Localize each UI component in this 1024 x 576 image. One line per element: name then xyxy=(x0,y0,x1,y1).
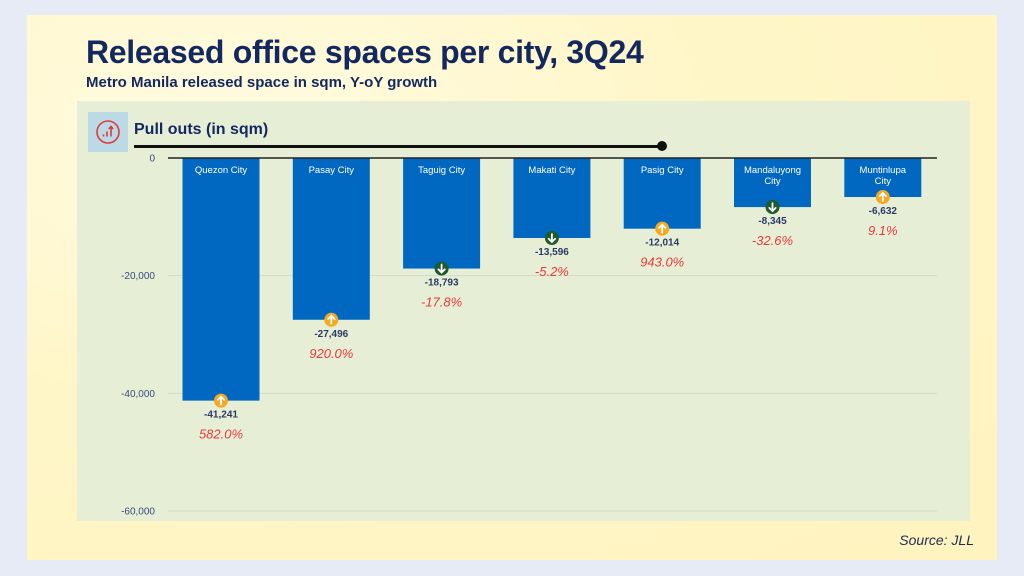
y-tick-label: -40,000 xyxy=(121,389,155,400)
growth-label: 943.0% xyxy=(640,255,684,270)
y-tick-label: 0 xyxy=(149,154,155,165)
arrow-down-icon xyxy=(765,200,780,215)
growth-label: 920.0% xyxy=(309,346,353,361)
page-title: Released office spaces per city, 3Q24 xyxy=(86,34,644,70)
data-label: -8,345 xyxy=(758,216,787,227)
data-label: -6,632 xyxy=(869,206,898,217)
data-label: -27,496 xyxy=(314,329,348,340)
category-label: City xyxy=(875,176,892,187)
arrow-up-icon xyxy=(324,312,339,327)
page-subtitle: Metro Manila released space in sqm, Y-oY… xyxy=(86,74,438,91)
y-tick-label: -20,000 xyxy=(121,271,155,282)
growth-label: -17.8% xyxy=(421,295,462,310)
category-label: Pasig City xyxy=(641,165,684,176)
bar xyxy=(292,158,370,320)
data-label: -12,014 xyxy=(645,238,679,249)
category-label: City xyxy=(764,176,781,187)
bar xyxy=(734,158,811,208)
growth-label: 9.1% xyxy=(868,223,898,238)
category-label: Pasay City xyxy=(309,165,355,176)
source-note: Source: JLL xyxy=(899,532,974,548)
category-label: Makati City xyxy=(528,165,575,176)
data-label: -41,241 xyxy=(204,410,238,421)
category-label: Muntinlupa xyxy=(860,165,907,176)
bar xyxy=(513,158,591,238)
growth-label: 582.0% xyxy=(199,427,243,442)
chart-title: Pull outs (in sqm) xyxy=(134,121,269,138)
growth-label: -32.6% xyxy=(752,233,793,248)
bar xyxy=(182,158,260,401)
arrow-up-icon xyxy=(875,190,890,205)
category-label: Taguig City xyxy=(418,165,465,176)
arrow-up-icon xyxy=(655,221,670,236)
bar xyxy=(403,158,481,269)
y-tick-label: -60,000 xyxy=(121,507,155,518)
category-label: Quezon City xyxy=(195,165,248,176)
data-label: -13,596 xyxy=(535,247,569,258)
growth-label: -5.2% xyxy=(535,264,569,279)
title-underline-dot xyxy=(657,141,667,151)
arrow-up-icon xyxy=(214,393,228,408)
arrow-down-icon xyxy=(544,230,559,245)
growth-chart-icon xyxy=(88,112,128,152)
category-label: Mandaluyong xyxy=(744,165,801,176)
title-underline xyxy=(134,145,662,148)
bar xyxy=(623,158,701,229)
data-label: -18,793 xyxy=(425,278,459,289)
arrow-down-icon xyxy=(434,261,449,276)
